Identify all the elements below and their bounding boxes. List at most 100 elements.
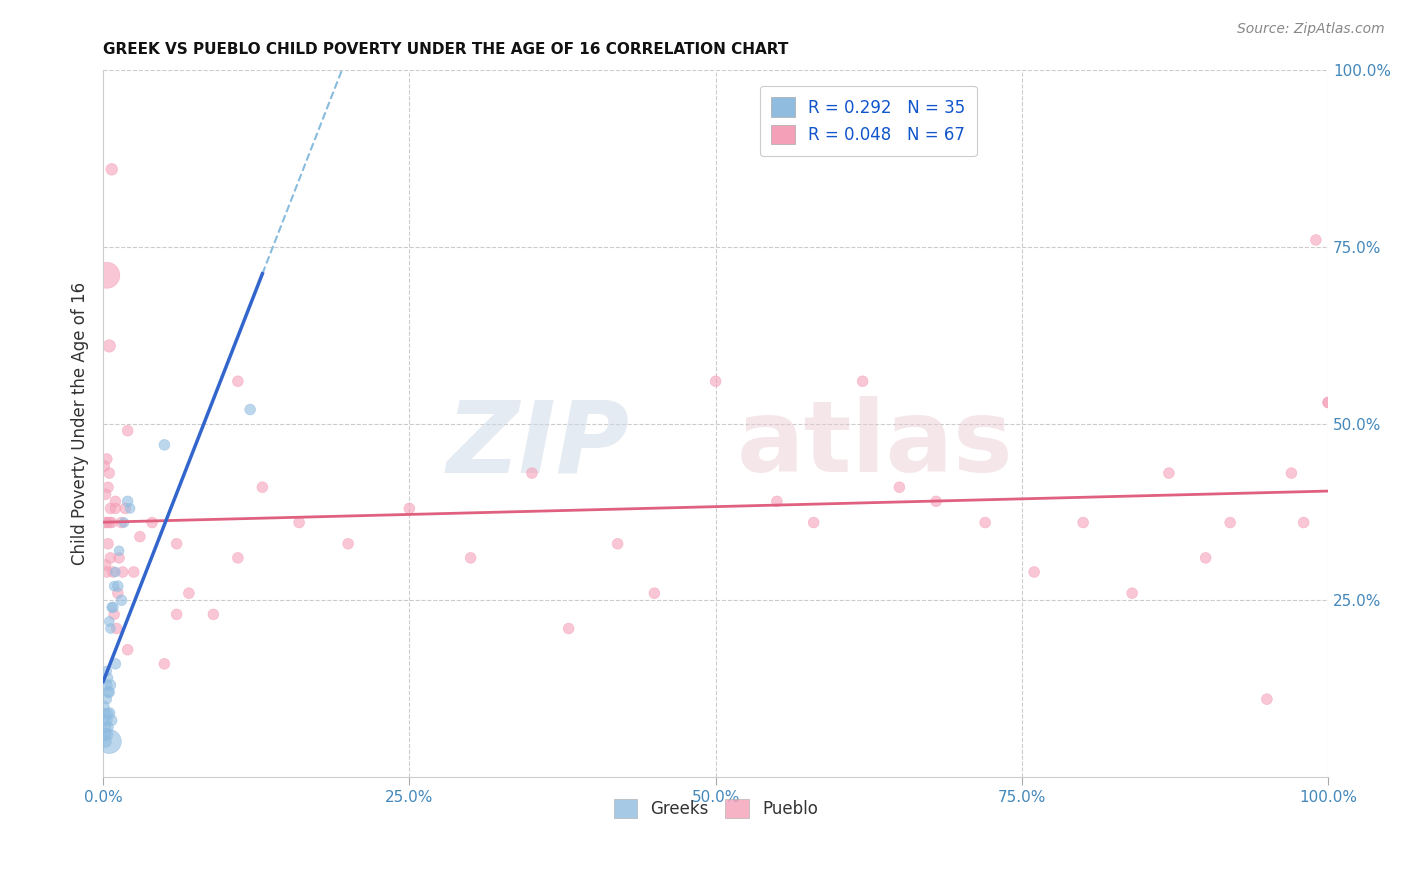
Point (1317, 395, 1340, 409)
Point (1317, 395, 1340, 409)
Point (96, 678, 118, 692)
Point (100, 600, 122, 615)
Point (104, 501, 127, 516)
Point (153, 438, 176, 452)
Point (166, 537, 188, 551)
Point (101, 565, 124, 579)
Point (97, 671, 120, 685)
Text: atlas: atlas (737, 396, 1014, 493)
Point (97, 537, 120, 551)
Point (117, 642, 139, 657)
Point (101, 600, 124, 615)
Point (100, 501, 122, 516)
Point (96, 727, 118, 741)
Point (103, 607, 125, 622)
Point (239, 402, 262, 417)
Point (97, 480, 120, 494)
Point (803, 516, 825, 530)
Point (93, 727, 115, 741)
Point (177, 586, 200, 600)
Point (107, 579, 129, 593)
Point (97, 685, 120, 699)
Point (93, 714, 115, 728)
Text: ZIP: ZIP (447, 396, 630, 493)
Point (104, 565, 127, 579)
Point (202, 607, 225, 622)
Point (104, 494, 127, 508)
Point (1305, 233, 1327, 247)
Point (96, 565, 118, 579)
Point (643, 586, 665, 600)
Point (94, 720, 117, 734)
Point (288, 516, 311, 530)
Point (1157, 466, 1180, 480)
Point (94, 558, 117, 572)
Point (108, 543, 131, 558)
Point (226, 550, 249, 565)
Point (606, 537, 628, 551)
Point (120, 501, 142, 516)
Point (226, 374, 249, 388)
Point (98, 339, 121, 353)
Point (96, 664, 118, 678)
Point (103, 579, 125, 593)
Point (117, 494, 139, 508)
Y-axis label: Child Poverty Under the Age of 16: Child Poverty Under the Age of 16 (72, 282, 89, 566)
Point (98, 516, 121, 530)
Point (128, 530, 150, 544)
Point (98, 466, 121, 480)
Text: GREEK VS PUEBLO CHILD POVERTY UNDER THE AGE OF 16 CORRELATION CHART: GREEK VS PUEBLO CHILD POVERTY UNDER THE … (103, 42, 789, 57)
Point (398, 501, 420, 516)
Point (153, 657, 176, 671)
Point (98, 615, 121, 629)
Point (166, 607, 188, 622)
Point (107, 586, 129, 600)
Point (96, 452, 118, 467)
Point (889, 480, 911, 494)
Point (112, 516, 135, 530)
Point (1279, 466, 1302, 480)
Point (766, 494, 789, 508)
Point (93, 458, 115, 473)
Point (974, 516, 997, 530)
Point (925, 494, 948, 508)
Point (852, 374, 875, 388)
Point (1256, 692, 1278, 706)
Point (100, 516, 122, 530)
Point (1194, 550, 1216, 565)
Legend: Greeks, Pueblo: Greeks, Pueblo (607, 792, 824, 825)
Point (93, 516, 115, 530)
Point (1121, 586, 1143, 600)
Point (96, 692, 118, 706)
Point (96, 714, 118, 728)
Point (100, 622, 122, 636)
Point (93, 699, 115, 714)
Point (110, 593, 132, 607)
Point (557, 622, 579, 636)
Point (98, 734, 121, 748)
Point (122, 565, 145, 579)
Point (704, 374, 727, 388)
Point (114, 501, 136, 516)
Point (98, 706, 121, 721)
Point (110, 516, 132, 530)
Point (1071, 516, 1094, 530)
Point (520, 466, 543, 480)
Point (100, 678, 122, 692)
Point (96, 516, 118, 530)
Point (1292, 516, 1315, 530)
Point (94, 706, 117, 721)
Text: Source: ZipAtlas.com: Source: ZipAtlas.com (1237, 22, 1385, 37)
Point (1219, 516, 1241, 530)
Point (94, 734, 117, 748)
Point (111, 565, 134, 579)
Point (108, 550, 131, 565)
Point (100, 714, 122, 728)
Point (337, 537, 360, 551)
Point (100, 550, 122, 565)
Point (105, 622, 128, 636)
Point (98, 685, 121, 699)
Point (94, 487, 117, 501)
Point (96, 268, 118, 283)
Point (97, 706, 120, 721)
